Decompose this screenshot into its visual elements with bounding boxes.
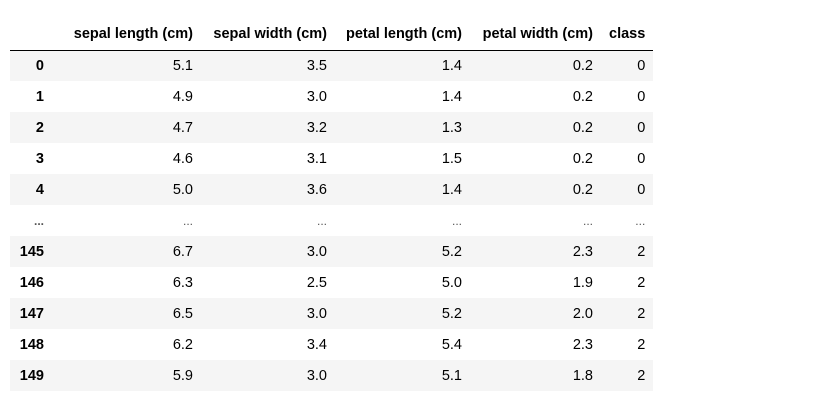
row-index: 4 [35,181,44,198]
cell-class: 2 [637,305,646,322]
row-index: 2 [35,119,44,136]
table-row: 0 5.1 3.5 1.4 0.2 0 [10,50,654,81]
cell-petal-width: 0.2 [572,88,593,105]
row-index: 0 [35,57,44,74]
cell-petal-length: 5.4 [441,336,462,353]
cell-petal-length: 5.2 [441,305,462,322]
row-index: 148 [19,336,44,353]
cell-petal-width: 2.3 [572,243,593,260]
cell-sepal-width: ... [316,213,327,228]
row-index: 3 [35,150,44,167]
cell-sepal-length: 4.9 [172,88,193,105]
cell-sepal-length: 5.9 [172,367,193,384]
cell-sepal-length: 4.6 [172,150,193,167]
cell-sepal-width: 3.0 [306,367,327,384]
row-index: 146 [19,274,44,291]
cell-petal-length: 5.0 [441,274,462,291]
cell-sepal-length: 6.7 [172,243,193,260]
cell-petal-length: ... [451,213,462,228]
table-row: 146 6.3 2.5 5.0 1.9 2 [10,267,654,298]
table-row: 3 4.6 3.1 1.5 0.2 0 [10,143,654,174]
cell-sepal-width: 3.0 [306,88,327,105]
column-header-petal-width: petal width (cm) [470,19,601,51]
cell-sepal-length: 6.5 [172,305,193,322]
column-header-sepal-length: sepal length (cm) [54,19,201,51]
cell-petal-length: 5.2 [441,243,462,260]
table-row: 147 6.5 3.0 5.2 2.0 2 [10,298,654,329]
cell-sepal-length: 5.1 [172,57,193,74]
dataframe-output: sepal length (cm) sepal width (cm) petal… [10,19,654,391]
table-row: 149 5.9 3.0 5.1 1.8 2 [10,360,654,391]
cell-petal-width: 2.0 [572,305,593,322]
cell-petal-length: 1.4 [441,181,462,198]
cell-sepal-width: 3.4 [306,336,327,353]
cell-sepal-width: 3.2 [306,119,327,136]
column-header-petal-length: petal length (cm) [335,19,470,51]
row-index: 1 [35,88,44,105]
cell-petal-width: 0.2 [572,57,593,74]
cell-sepal-width: 3.0 [306,305,327,322]
header-row: sepal length (cm) sepal width (cm) petal… [10,19,654,51]
cell-class: 0 [637,88,646,105]
row-index: 149 [19,367,44,384]
cell-class: 2 [637,367,646,384]
cell-petal-width: ... [582,213,593,228]
cell-petal-width: 1.9 [572,274,593,291]
cell-petal-width: 0.2 [572,150,593,167]
cell-petal-length: 1.4 [441,88,462,105]
table-row: 145 6.7 3.0 5.2 2.3 2 [10,236,654,267]
cell-petal-width: 0.2 [572,119,593,136]
cell-class: 2 [637,336,646,353]
column-header-class: class [601,19,654,51]
cell-sepal-length: 5.0 [172,181,193,198]
cell-petal-length: 1.4 [441,57,462,74]
table-row: 2 4.7 3.2 1.3 0.2 0 [10,112,654,143]
cell-sepal-width: 3.6 [306,181,327,198]
row-index: 145 [19,243,44,260]
cell-class: 0 [637,150,646,167]
row-index: ... [33,213,44,228]
cell-class: 0 [637,181,646,198]
cell-petal-width: 2.3 [572,336,593,353]
cell-class: 0 [637,57,646,74]
cell-sepal-length: 6.3 [172,274,193,291]
cell-class: 2 [637,243,646,260]
column-header-sepal-width: sepal width (cm) [201,19,335,51]
cell-sepal-width: 3.5 [306,57,327,74]
table-row: 148 6.2 3.4 5.4 2.3 2 [10,329,654,360]
cell-sepal-length: 4.7 [172,119,193,136]
cell-sepal-length: 6.2 [172,336,193,353]
cell-class: 2 [637,274,646,291]
cell-petal-length: 5.1 [441,367,462,384]
dataframe-table: sepal length (cm) sepal width (cm) petal… [10,19,654,391]
table-row: 1 4.9 3.0 1.4 0.2 0 [10,81,654,112]
cell-petal-width: 0.2 [572,181,593,198]
cell-petal-width: 1.8 [572,367,593,384]
cell-sepal-width: 2.5 [306,274,327,291]
table-row: 4 5.0 3.6 1.4 0.2 0 [10,174,654,205]
cell-sepal-width: 3.1 [306,150,327,167]
row-index: 147 [19,305,44,322]
cell-petal-length: 1.5 [441,150,462,167]
ellipsis-row: ... ... ... ... ... ... [10,205,654,236]
index-header [10,19,54,51]
cell-sepal-width: 3.0 [306,243,327,260]
cell-class: 0 [637,119,646,136]
cell-sepal-length: ... [182,213,193,228]
cell-petal-length: 1.3 [441,119,462,136]
cell-class: ... [635,213,646,228]
